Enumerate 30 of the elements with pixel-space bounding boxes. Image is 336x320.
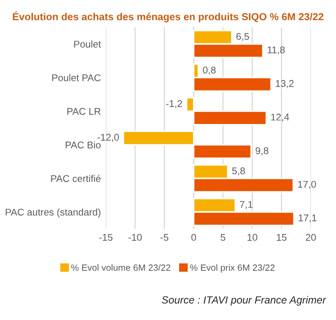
legend-label: % Evol volume 6M 23/22 — [71, 264, 170, 271]
x-tick-label: 0 — [191, 234, 196, 241]
data-label: -12,0 — [98, 134, 119, 142]
data-label: 13,2 — [276, 80, 294, 88]
data-label: -1,2 — [166, 100, 182, 108]
x-tick-label: 20 — [306, 234, 316, 241]
x-tick-label: -10 — [128, 234, 142, 241]
legend-label: % Evol prix 6M 23/22 — [190, 264, 275, 273]
data-label: 0,8 — [202, 66, 216, 75]
source-note: Source : ITAVI pour France Agrimer — [162, 296, 326, 306]
x-tick-label: 15 — [276, 234, 287, 241]
y-tick-label: Poulet PAC — [52, 74, 101, 82]
x-tick-label: 10 — [248, 234, 258, 241]
data-label: 9,8 — [256, 147, 268, 156]
data-label: 7,1 — [240, 201, 252, 210]
data-label: 5,8 — [232, 167, 245, 176]
y-tick-label: PAC LR — [67, 108, 101, 115]
x-tick-label: 5 — [220, 234, 226, 241]
y-tick-label: Poulet — [74, 40, 101, 48]
data-label: 6,5 — [236, 33, 250, 42]
chart-title: Évolution des achats des ménages en produits SIQO % 6M 23/22 — [12, 11, 324, 22]
data-label: 17,0 — [298, 180, 316, 189]
data-label: 12,4 — [271, 114, 290, 122]
y-tick-label: PAC autres (standard) — [6, 208, 100, 218]
data-label: 17,1 — [298, 214, 316, 222]
y-tick-label: PAC Bio — [66, 141, 101, 148]
x-tick-label: -5 — [160, 234, 168, 241]
y-tick-label: PAC certifié — [51, 174, 101, 182]
x-tick-label: -15 — [99, 234, 112, 241]
data-label: 11,8 — [268, 46, 285, 54]
